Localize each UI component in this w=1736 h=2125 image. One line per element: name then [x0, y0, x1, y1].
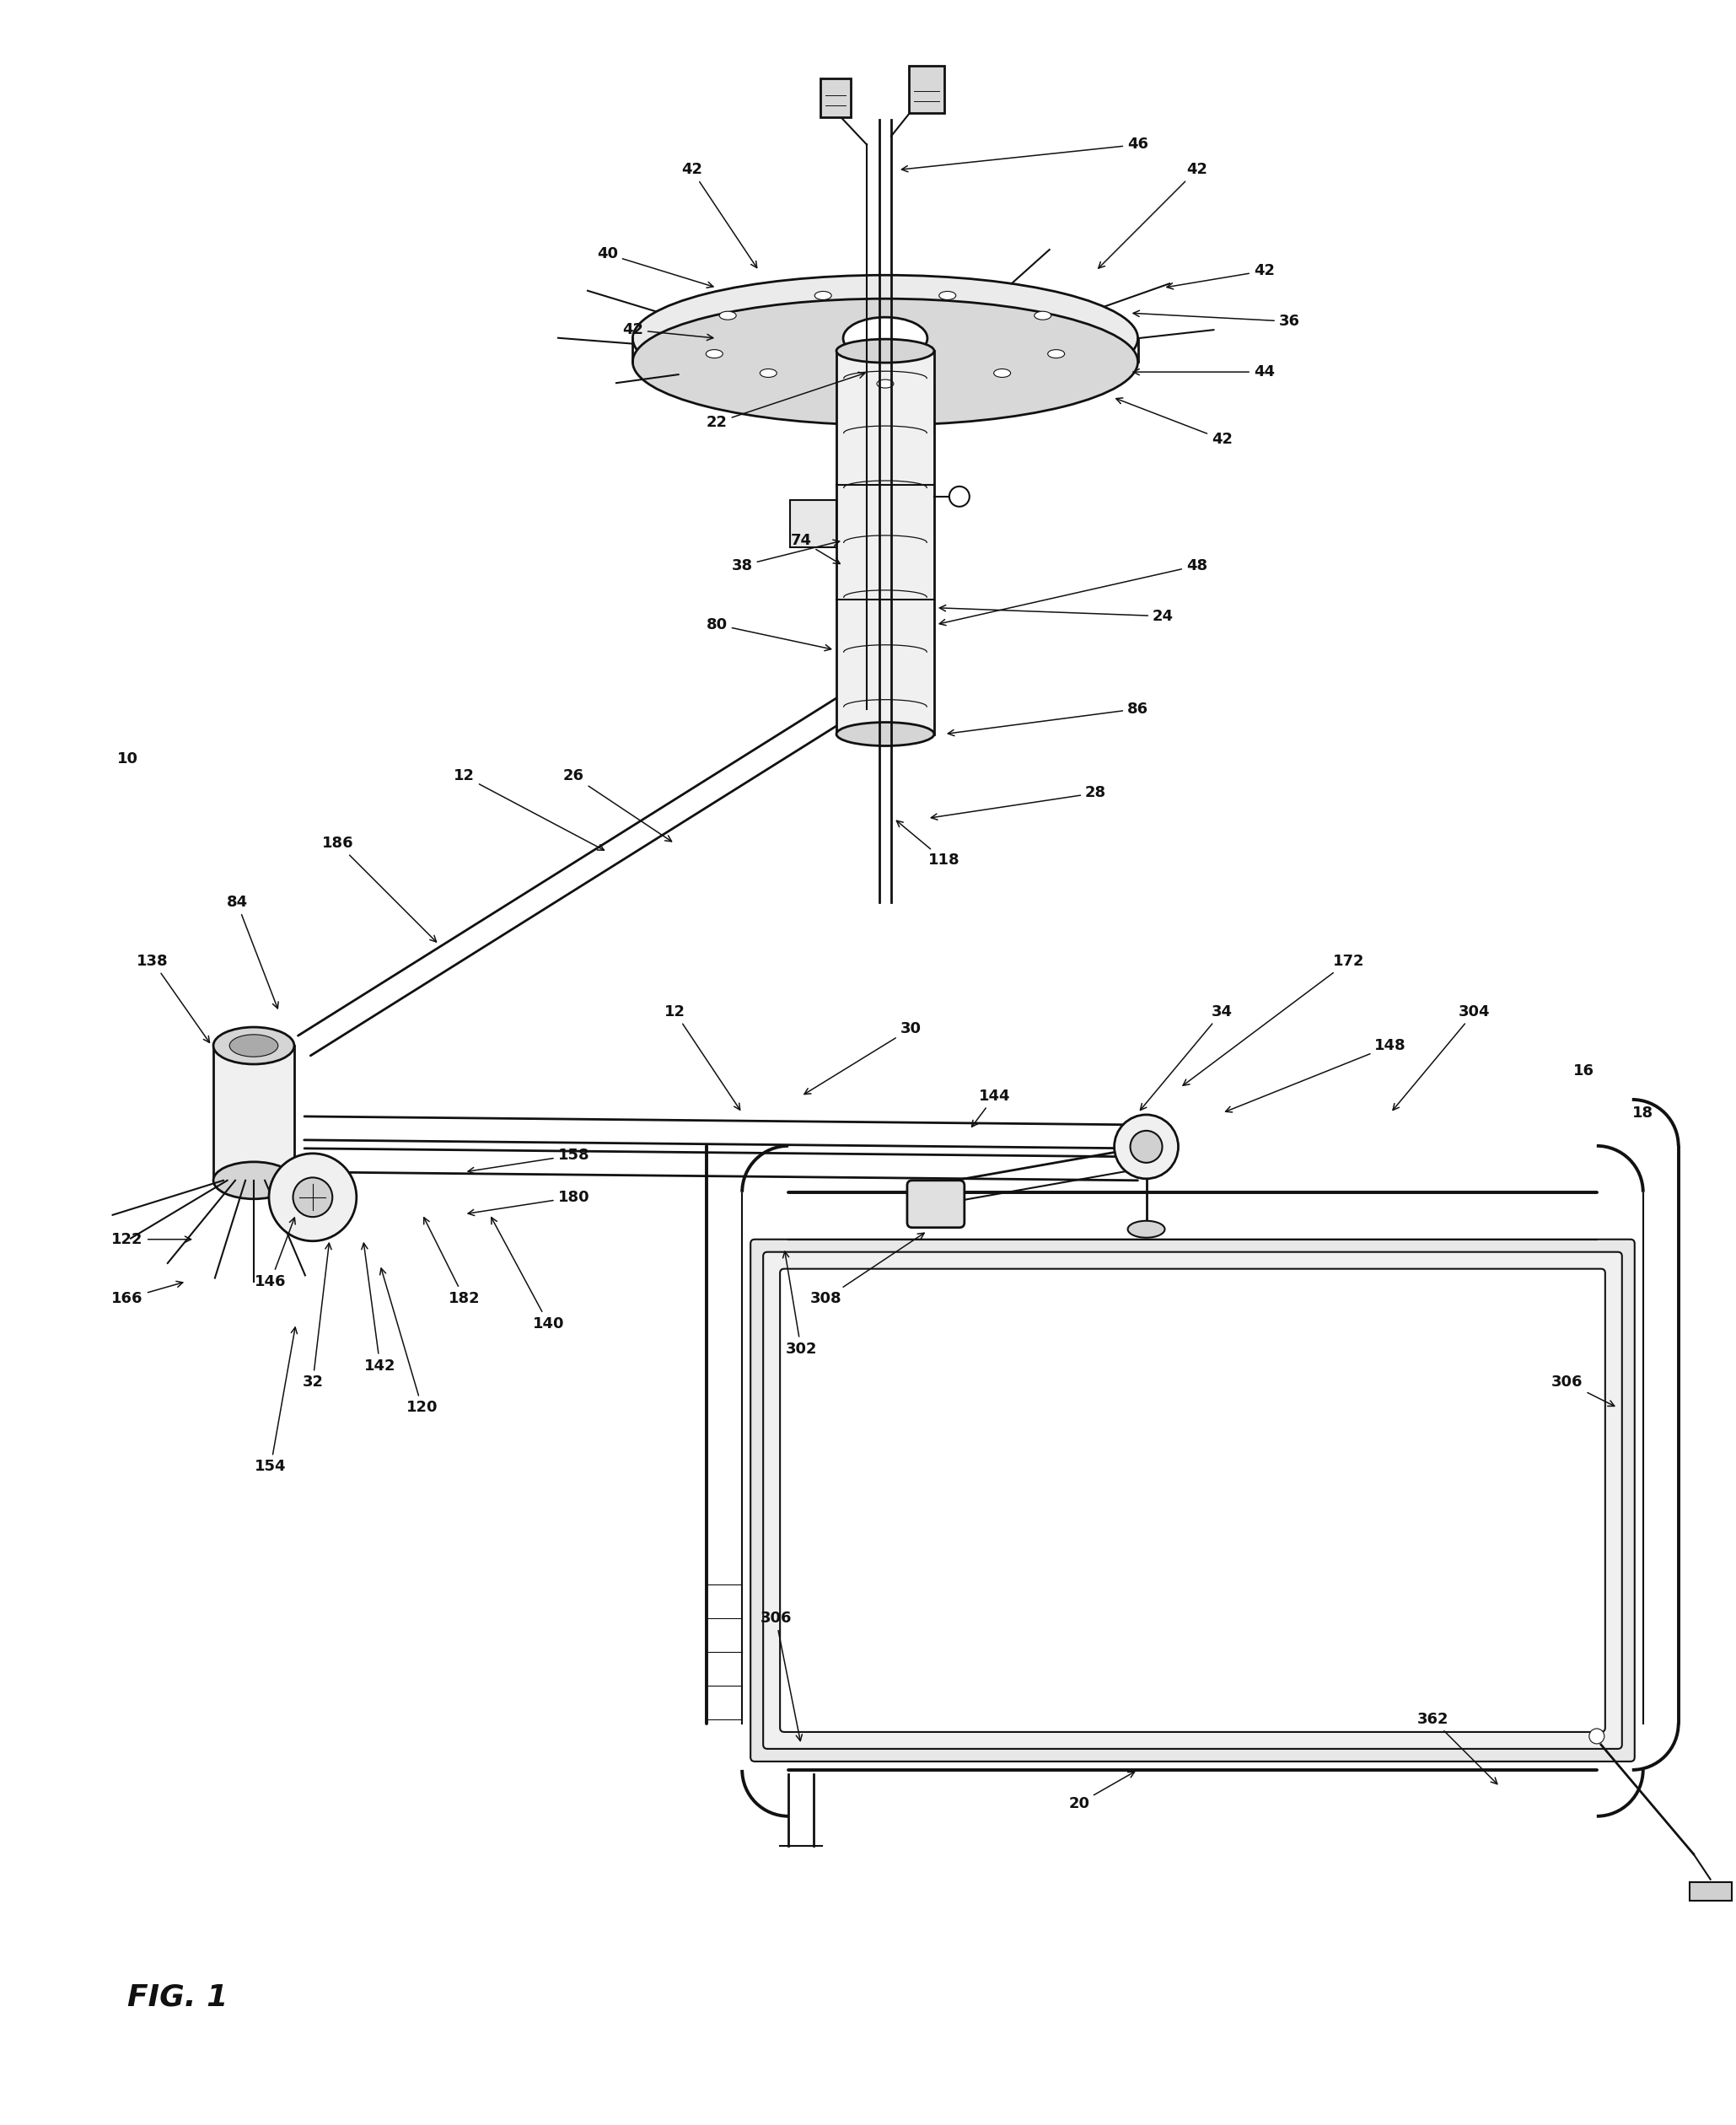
- Text: 182: 182: [424, 1218, 481, 1307]
- Text: 186: 186: [323, 835, 436, 941]
- Circle shape: [269, 1154, 356, 1241]
- Ellipse shape: [1049, 351, 1064, 357]
- Text: 20: 20: [1068, 1772, 1135, 1810]
- Ellipse shape: [837, 723, 934, 746]
- Text: 158: 158: [469, 1148, 590, 1173]
- Text: 304: 304: [1392, 1005, 1491, 1109]
- Text: 306: 306: [1552, 1375, 1614, 1407]
- Text: 42: 42: [621, 323, 713, 340]
- FancyBboxPatch shape: [764, 1252, 1621, 1749]
- Text: 306: 306: [760, 1611, 802, 1740]
- Text: 10: 10: [116, 752, 137, 767]
- Text: FIG. 1: FIG. 1: [127, 1983, 227, 2012]
- Text: 120: 120: [380, 1269, 437, 1415]
- Bar: [1689, 1883, 1731, 1900]
- Text: 122: 122: [111, 1232, 191, 1247]
- Bar: [790, 499, 837, 546]
- Text: 12: 12: [453, 769, 604, 850]
- Text: 172: 172: [1182, 954, 1364, 1086]
- Text: 86: 86: [948, 701, 1149, 735]
- Ellipse shape: [707, 351, 722, 357]
- Ellipse shape: [837, 340, 934, 363]
- Text: 36: 36: [1134, 310, 1300, 329]
- Text: 146: 146: [255, 1218, 295, 1290]
- Ellipse shape: [214, 1026, 293, 1065]
- Text: 138: 138: [137, 954, 210, 1043]
- Text: 28: 28: [930, 786, 1106, 820]
- Ellipse shape: [719, 312, 736, 319]
- Ellipse shape: [632, 274, 1137, 402]
- Text: 18: 18: [1632, 1105, 1654, 1120]
- Text: 26: 26: [562, 769, 672, 842]
- Ellipse shape: [214, 1162, 293, 1198]
- Text: 144: 144: [972, 1088, 1010, 1126]
- Text: 46: 46: [901, 136, 1149, 172]
- Text: 42: 42: [681, 161, 757, 268]
- Text: 80: 80: [707, 616, 832, 650]
- Ellipse shape: [993, 370, 1010, 378]
- Text: 140: 140: [491, 1218, 564, 1330]
- FancyBboxPatch shape: [821, 79, 851, 117]
- Text: 38: 38: [731, 540, 840, 574]
- Text: 148: 148: [1226, 1039, 1406, 1111]
- Text: 362: 362: [1417, 1713, 1496, 1785]
- Text: 44: 44: [1134, 363, 1274, 380]
- Circle shape: [293, 1177, 332, 1218]
- Text: 34: 34: [1141, 1005, 1233, 1109]
- Ellipse shape: [939, 291, 957, 300]
- Text: 118: 118: [896, 820, 960, 867]
- Text: 42: 42: [1167, 264, 1274, 289]
- Text: 24: 24: [939, 606, 1174, 625]
- Text: 22: 22: [707, 372, 865, 429]
- Text: 32: 32: [302, 1243, 332, 1390]
- Ellipse shape: [760, 370, 776, 378]
- Ellipse shape: [844, 317, 927, 359]
- Ellipse shape: [1035, 312, 1052, 319]
- Text: 166: 166: [111, 1281, 182, 1307]
- Text: 42: 42: [1099, 161, 1207, 268]
- FancyBboxPatch shape: [910, 66, 944, 113]
- Ellipse shape: [1128, 1222, 1165, 1237]
- Text: 180: 180: [469, 1190, 590, 1215]
- Bar: [837, 351, 934, 733]
- Text: 16: 16: [1573, 1062, 1595, 1080]
- Text: 42: 42: [1116, 397, 1233, 446]
- Text: 48: 48: [939, 559, 1208, 625]
- Circle shape: [1588, 1728, 1604, 1745]
- Bar: [214, 1046, 293, 1179]
- Text: 142: 142: [361, 1243, 396, 1373]
- Circle shape: [1115, 1116, 1179, 1179]
- Ellipse shape: [632, 300, 1137, 425]
- FancyBboxPatch shape: [750, 1239, 1635, 1762]
- Ellipse shape: [814, 291, 832, 300]
- Text: 154: 154: [255, 1328, 297, 1475]
- FancyBboxPatch shape: [779, 1269, 1606, 1732]
- Text: 84: 84: [226, 895, 278, 1009]
- Circle shape: [950, 487, 969, 506]
- Ellipse shape: [877, 380, 894, 389]
- Circle shape: [1130, 1130, 1163, 1162]
- Text: 308: 308: [811, 1232, 924, 1307]
- FancyBboxPatch shape: [908, 1179, 965, 1228]
- Text: 302: 302: [783, 1252, 818, 1356]
- Text: 12: 12: [665, 1005, 740, 1109]
- Text: 40: 40: [597, 246, 713, 287]
- Ellipse shape: [229, 1035, 278, 1056]
- Text: 30: 30: [804, 1022, 922, 1094]
- Text: 74: 74: [790, 533, 840, 563]
